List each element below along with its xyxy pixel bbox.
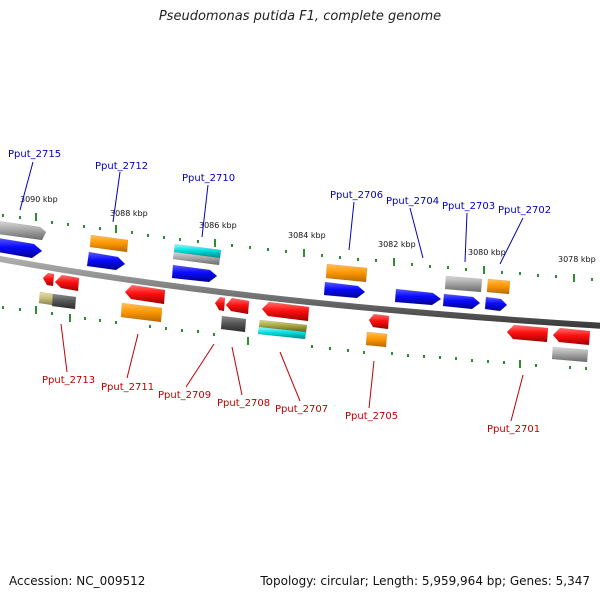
gene-feature-red[interactable] — [261, 301, 310, 322]
gene-label-reverse[interactable]: Pput_2705 — [345, 411, 398, 422]
gene-label-reverse[interactable]: Pput_2707 — [275, 404, 328, 415]
forward-leader-lines — [19, 161, 524, 265]
gene-label-forward[interactable]: Pput_2702 — [498, 205, 551, 216]
map-title: Pseudomonas putida F1, complete genome — [158, 9, 442, 24]
gene-label-forward[interactable]: Pput_2710 — [182, 173, 235, 184]
gene-label-forward[interactable]: Pput_2715 — [8, 149, 61, 160]
gene-label-reverse[interactable]: Pput_2701 — [487, 424, 540, 435]
accession-text: Accession: NC_009512 — [9, 574, 146, 588]
gene-feature-gray[interactable] — [172, 251, 221, 266]
gene-feature-red[interactable] — [368, 313, 390, 330]
gene-feature-blue[interactable] — [394, 288, 442, 306]
gene-label-forward[interactable]: Pput_2706 — [330, 190, 383, 201]
gene-feature-gray[interactable] — [551, 346, 589, 363]
gene-feature-red[interactable] — [214, 296, 226, 312]
gene-feature-blue[interactable] — [484, 296, 508, 312]
gene-feature-khaki[interactable] — [38, 291, 54, 306]
gene-feature-red[interactable] — [506, 324, 549, 343]
scale-label: 3082 kbp — [378, 240, 416, 249]
reverse-gene-features — [38, 272, 591, 363]
gene-feature-gray[interactable] — [444, 275, 483, 293]
scale-label: 3080 kbp — [468, 248, 506, 257]
gene-feature-blue[interactable] — [442, 293, 481, 310]
gene-label-forward[interactable]: Pput_2712 — [95, 161, 148, 172]
gene-feature-blue[interactable] — [0, 238, 43, 259]
scale-label: 3078 kbp — [558, 255, 596, 264]
gene-feature-dark-gray[interactable] — [220, 315, 247, 333]
scale-label: 3088 kbp — [110, 209, 148, 218]
gene-feature-red[interactable] — [225, 297, 250, 315]
gene-feature-blue[interactable] — [86, 251, 126, 271]
gene-feature-cyan[interactable] — [257, 326, 307, 340]
scale-label: 3090 kbp — [20, 195, 58, 204]
gene-feature-red[interactable] — [54, 274, 80, 292]
gene-feature-dark-gray[interactable] — [51, 293, 77, 310]
gene-feature-orange[interactable] — [365, 331, 388, 348]
gene-feature-orange[interactable] — [120, 302, 163, 323]
scale-label: 3084 kbp — [288, 231, 326, 240]
gene-feature-orange[interactable] — [486, 278, 511, 295]
topology-text: Topology: circular; Length: 5,959,964 bp… — [260, 574, 590, 588]
gene-label-reverse[interactable]: Pput_2708 — [217, 398, 270, 409]
gene-feature-gray[interactable] — [0, 221, 47, 241]
gene-feature-red[interactable] — [42, 272, 55, 287]
gene-feature-orange[interactable] — [325, 263, 368, 283]
gene-label-forward[interactable]: Pput_2704 — [386, 196, 439, 207]
genome-backbone — [0, 255, 600, 329]
gene-label-forward[interactable]: Pput_2703 — [442, 201, 495, 212]
gene-feature-blue[interactable] — [171, 264, 218, 283]
gene-feature-blue[interactable] — [323, 281, 366, 299]
gene-feature-orange[interactable] — [89, 234, 129, 253]
gene-label-reverse[interactable]: Pput_2709 — [158, 390, 211, 401]
gene-feature-red[interactable] — [124, 284, 166, 305]
gene-label-reverse[interactable]: Pput_2713 — [42, 375, 95, 386]
gene-feature-red[interactable] — [552, 327, 591, 346]
upper-tick-track — [2, 213, 593, 282]
gene-label-reverse[interactable]: Pput_2711 — [101, 382, 154, 393]
lower-tick-track — [2, 306, 587, 370]
forward-gene-features — [0, 221, 511, 312]
reverse-leader-lines — [60, 323, 524, 422]
scale-label: 3086 kbp — [199, 221, 237, 230]
